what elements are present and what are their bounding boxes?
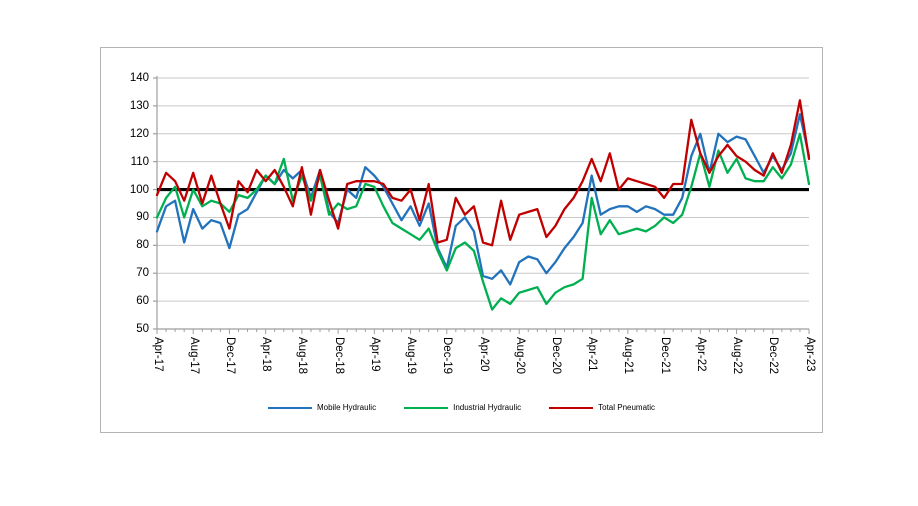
- legend-item-mobile-hydraulic: Mobile Hydraulic: [267, 403, 377, 412]
- x-tick-label: Dec-20: [549, 337, 562, 375]
- y-tick-label: 70: [136, 267, 149, 280]
- y-tick-label: 130: [129, 99, 149, 112]
- x-tick-label: Aug-21: [622, 337, 635, 375]
- legend-label: Mobile Hydraulic: [316, 403, 377, 412]
- y-tick-label: 80: [136, 239, 149, 252]
- legend-line-swatch: [404, 406, 449, 409]
- x-tick-label: Aug-17: [187, 337, 200, 375]
- x-tick-label: Dec-18: [332, 337, 345, 375]
- x-tick-label: Apr-17: [151, 337, 164, 372]
- chart-legend: Mobile Hydraulic Industrial Hydraulic Tota…: [101, 403, 822, 412]
- x-tick-label: Apr-20: [477, 337, 490, 372]
- y-tick-label: 100: [129, 183, 149, 196]
- x-tick-label: Aug-22: [731, 337, 744, 375]
- legend-item-total-pneumatic: Total Pneumatic: [549, 403, 655, 412]
- legend-line-swatch: [549, 406, 594, 409]
- x-tick-label: Apr-22: [694, 337, 707, 372]
- x-tick-label: Apr-19: [368, 337, 381, 372]
- series-line-total-pneumatic: [155, 99, 811, 247]
- y-tick-label: 120: [129, 127, 149, 140]
- x-tick-label: Apr-23: [803, 337, 816, 372]
- legend-item-industrial-hydraulic: Industrial Hydraulic: [404, 403, 521, 412]
- legend-label: Industrial Hydraulic: [453, 403, 522, 412]
- x-tick-label: Aug-20: [513, 337, 526, 375]
- y-tick-label: 110: [130, 155, 149, 168]
- x-tick-label: Dec-21: [658, 337, 671, 375]
- x-tick-label: Apr-21: [586, 337, 599, 372]
- y-tick-label: 90: [136, 211, 149, 224]
- y-tick-label: 50: [136, 323, 149, 335]
- x-tick-label: Aug-18: [296, 337, 309, 375]
- legend-line-swatch: [267, 406, 312, 409]
- y-tick-label: 140: [129, 72, 149, 84]
- line-chart-plot: [153, 76, 811, 334]
- y-tick-label: 60: [136, 295, 149, 308]
- x-tick-label: Dec-19: [441, 337, 454, 375]
- x-tick-label: Dec-17: [223, 337, 236, 375]
- legend-label: Total Pneumatic: [598, 403, 656, 412]
- x-tick-label: Apr-18: [260, 337, 273, 372]
- series-line-mobile-hydraulic: [155, 113, 811, 286]
- x-tick-label: Aug-19: [405, 337, 418, 375]
- chart-container: 140 130 120 110 100 90 80 70 60 50 Apr-17 Aug-17 De…: [100, 47, 823, 433]
- x-tick-label: Dec-22: [767, 337, 780, 375]
